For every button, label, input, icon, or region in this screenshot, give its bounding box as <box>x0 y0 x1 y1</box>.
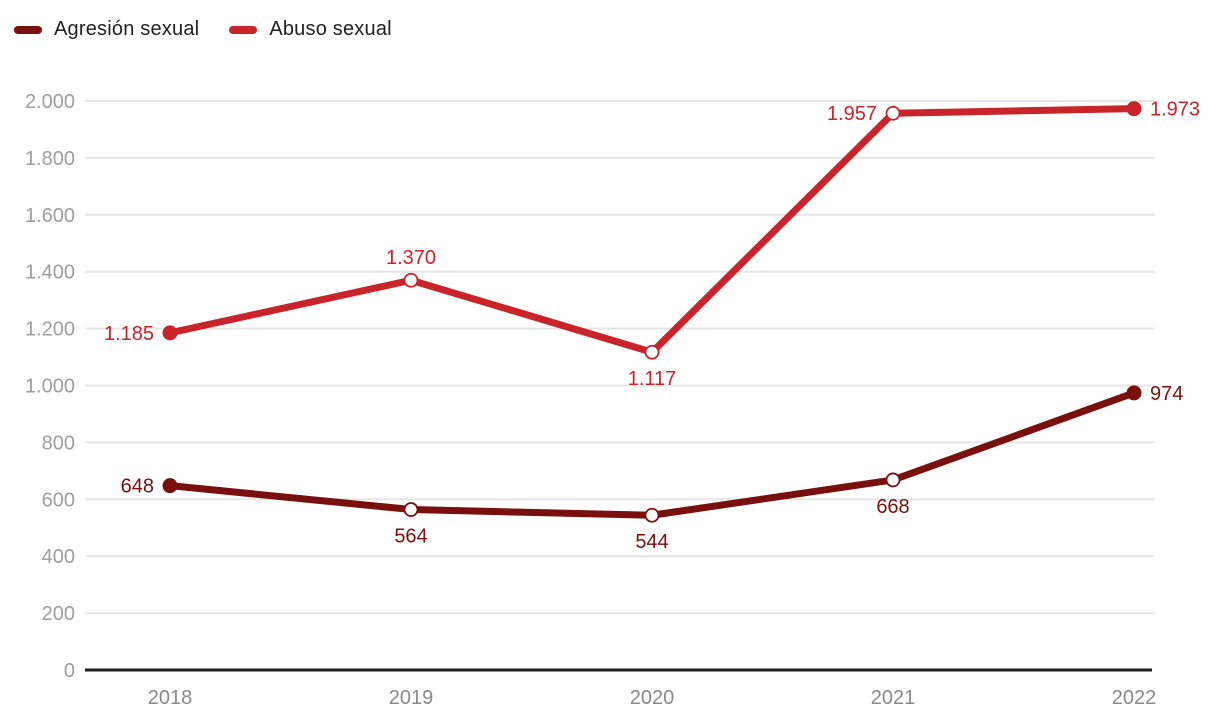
y-axis-tick-label: 1.400 <box>25 262 75 284</box>
x-axis-tick-label: 2020 <box>630 687 675 709</box>
y-axis-tick-label: 1.800 <box>25 148 75 170</box>
y-axis-tick-label: 1.000 <box>25 376 75 398</box>
series-line-agresi-n-sexual <box>166 389 1138 519</box>
data-point-agresi-n-sexual-2021[interactable] <box>885 472 901 488</box>
legend-label-agresion-sexual: Agresión sexual <box>54 18 200 40</box>
legend-swatch-abuso-sexual <box>229 25 258 34</box>
data-point-agresi-n-sexual-2018[interactable] <box>162 478 178 494</box>
legend-swatch-agresion-sexual <box>14 25 42 34</box>
y-axis-tick-label: 600 <box>42 489 75 511</box>
data-point-label-abuso-sexual-2020: 1.117 <box>628 368 677 390</box>
data-point-abuso-sexual-2019[interactable] <box>403 272 419 288</box>
data-point-abuso-sexual-2021[interactable] <box>885 105 901 121</box>
y-axis-tick-label: 400 <box>42 546 75 568</box>
data-point-label-abuso-sexual-2019: 1.370 <box>386 247 436 269</box>
x-axis-tick-label: 2021 <box>871 687 916 709</box>
data-point-label-agresi-n-sexual-2021: 668 <box>876 496 909 518</box>
data-point-label-agresi-n-sexual-2022: 974 <box>1150 383 1183 405</box>
y-axis-tick-label: 1.200 <box>25 319 75 341</box>
chart-legend: Agresión sexual Abuso sexual <box>14 18 392 41</box>
data-point-label-abuso-sexual-2022: 1.973 <box>1150 99 1200 121</box>
data-point-label-agresi-n-sexual-2019: 564 <box>394 526 427 548</box>
y-axis-tick-label: 2.000 <box>25 91 75 113</box>
data-point-agresi-n-sexual-2022[interactable] <box>1126 385 1142 401</box>
data-point-abuso-sexual-2018[interactable] <box>162 325 178 341</box>
data-point-abuso-sexual-2022[interactable] <box>1126 101 1142 117</box>
x-axis-tick-label: 2018 <box>148 687 193 709</box>
legend-item-abuso-sexual[interactable]: Abuso sexual <box>229 18 392 41</box>
legend-label-abuso-sexual: Abuso sexual <box>269 18 392 40</box>
data-point-label-agresi-n-sexual-2020: 544 <box>635 531 668 553</box>
x-axis-tick-label: 2022 <box>1112 687 1157 709</box>
data-point-label-abuso-sexual-2018: 1.185 <box>104 323 154 345</box>
y-axis-tick-label: 1.600 <box>25 205 75 227</box>
series-line-abuso-sexual <box>166 105 1138 356</box>
y-axis-tick-label: 800 <box>42 432 75 454</box>
data-point-abuso-sexual-2020[interactable] <box>644 344 660 360</box>
y-axis-tick-label: 200 <box>42 603 75 625</box>
y-axis-tick-label: 0 <box>64 660 75 682</box>
data-point-agresi-n-sexual-2020[interactable] <box>644 507 660 523</box>
data-point-label-abuso-sexual-2021: 1.957 <box>827 103 877 125</box>
legend-item-agresion-sexual[interactable]: Agresión sexual <box>14 18 199 41</box>
x-axis-tick-label: 2019 <box>389 687 434 709</box>
data-point-label-agresi-n-sexual-2018: 648 <box>121 476 154 498</box>
data-point-agresi-n-sexual-2019[interactable] <box>403 502 419 517</box>
